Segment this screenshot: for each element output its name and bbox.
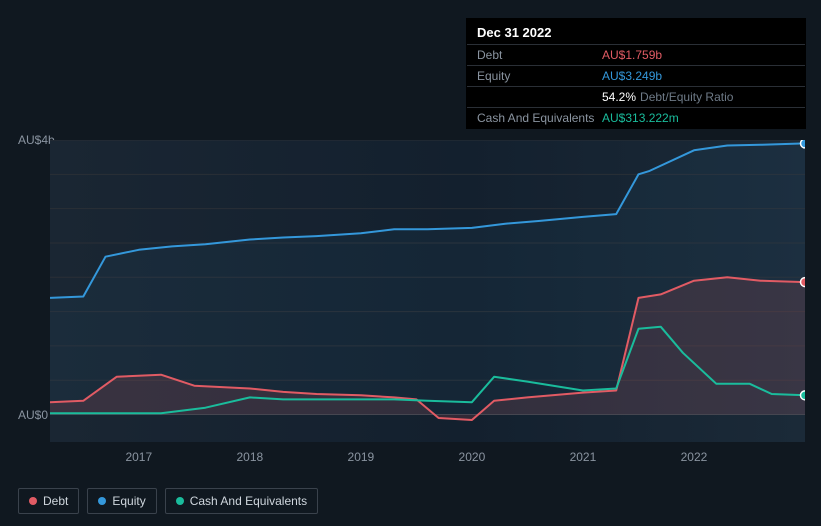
tooltip-row-value: AU$313.222m (602, 111, 679, 125)
tooltip-row-label (477, 90, 602, 104)
legend-item-label: Cash And Equivalents (190, 494, 307, 508)
tooltip-row: DebtAU$1.759b (467, 44, 805, 65)
tooltip-row-value: 54.2%Debt/Equity Ratio (602, 90, 733, 104)
tooltip-row-label: Cash And Equivalents (477, 111, 602, 125)
tooltip-row-value: AU$3.249b (602, 69, 662, 83)
tooltip-row-value: AU$1.759b (602, 48, 662, 62)
series-end-marker (801, 140, 806, 148)
x-axis-label: 2021 (570, 450, 597, 464)
legend-item[interactable]: Debt (18, 488, 79, 514)
legend-item[interactable]: Cash And Equivalents (165, 488, 318, 514)
chart-area (50, 140, 805, 442)
x-axis-label: 2018 (236, 450, 263, 464)
legend-item-label: Equity (112, 494, 145, 508)
series-end-marker (801, 391, 806, 400)
tooltip-rows: DebtAU$1.759bEquityAU$3.249b54.2%Debt/Eq… (467, 44, 805, 128)
tooltip-row-secondary: Debt/Equity Ratio (640, 90, 733, 104)
legend-item[interactable]: Equity (87, 488, 156, 514)
series-end-marker (801, 278, 806, 287)
tooltip-row: Cash And EquivalentsAU$313.222m (467, 107, 805, 128)
legend-marker-icon (176, 497, 184, 505)
chart-tooltip: Dec 31 2022 DebtAU$1.759bEquityAU$3.249b… (466, 18, 806, 129)
legend: Debt Equity Cash And Equivalents (18, 488, 318, 514)
tooltip-row: EquityAU$3.249b (467, 65, 805, 86)
tooltip-row-label: Debt (477, 48, 602, 62)
x-axis-label: 2019 (348, 450, 375, 464)
x-axis-label: 2022 (681, 450, 708, 464)
tooltip-row-label: Equity (477, 69, 602, 83)
legend-marker-icon (98, 497, 106, 505)
tooltip-row: 54.2%Debt/Equity Ratio (467, 86, 805, 107)
x-axis-label: 2020 (459, 450, 486, 464)
legend-marker-icon (29, 497, 37, 505)
y-axis-label: AU$0 (18, 408, 48, 422)
chart-svg (50, 140, 805, 442)
tooltip-date: Dec 31 2022 (467, 19, 805, 44)
legend-item-label: Debt (43, 494, 68, 508)
x-axis-label: 2017 (125, 450, 152, 464)
